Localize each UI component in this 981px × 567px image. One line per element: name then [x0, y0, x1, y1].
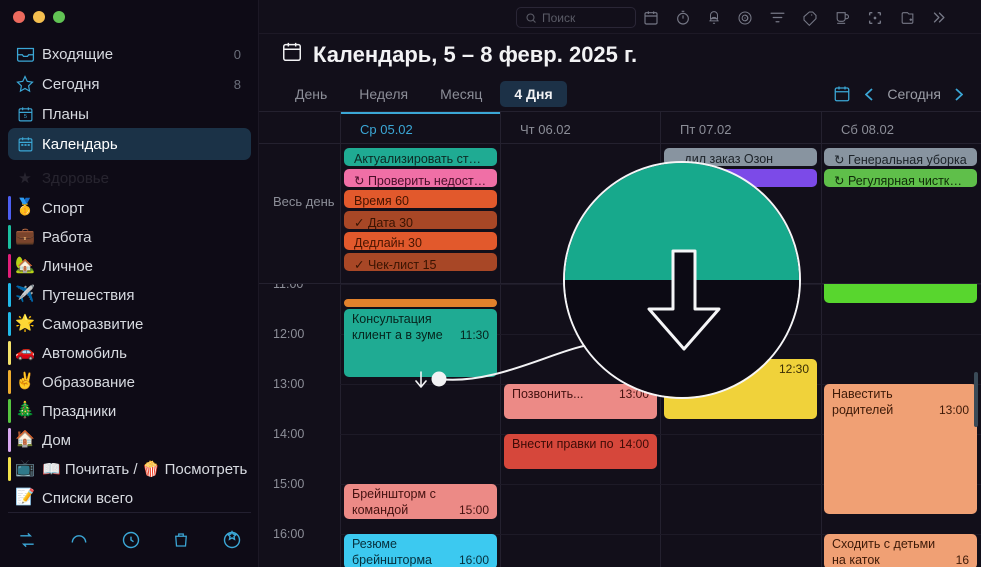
svg-text:5: 5	[23, 114, 26, 120]
